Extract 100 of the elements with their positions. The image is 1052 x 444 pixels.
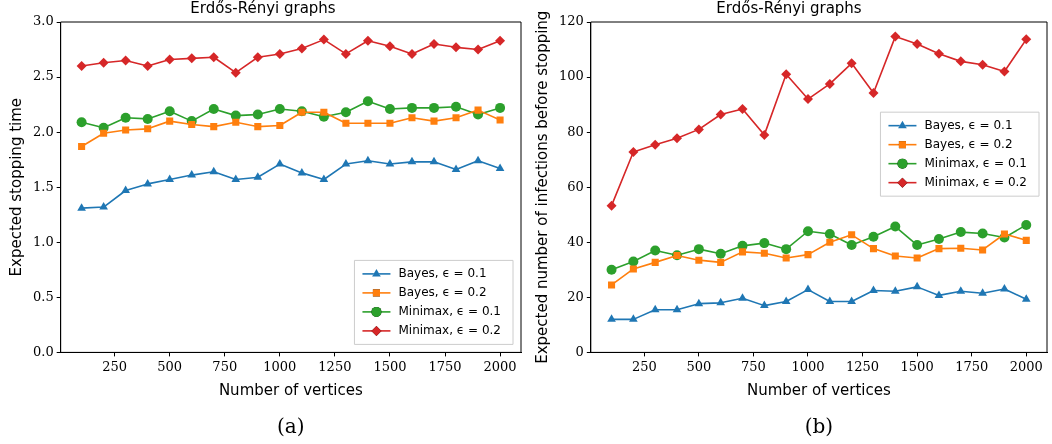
x-tick-label: 1000 <box>791 358 825 374</box>
point <box>715 248 726 259</box>
y-tick-label: 0.5 <box>32 288 54 304</box>
point <box>934 290 944 298</box>
point <box>978 288 987 296</box>
point <box>804 251 812 259</box>
point <box>826 238 834 246</box>
point <box>912 240 923 251</box>
point <box>142 113 153 124</box>
point <box>628 146 639 157</box>
point <box>120 112 131 123</box>
point <box>760 300 769 309</box>
point <box>869 285 878 293</box>
point <box>999 66 1010 77</box>
point <box>912 39 923 50</box>
point <box>276 121 284 130</box>
point <box>384 104 395 115</box>
legend-label: Bayes, ϵ = 0.1 <box>398 266 487 281</box>
y-tick-label: 0.0 <box>32 343 54 359</box>
point <box>318 34 329 45</box>
point <box>362 35 373 46</box>
legend-label: Minimax, ϵ = 0.1 <box>924 155 1028 170</box>
point <box>738 293 747 301</box>
y-tick-label: 2.5 <box>32 68 54 84</box>
point <box>848 231 856 239</box>
chart-title: Erdős-Rényi graphs <box>190 0 336 17</box>
point <box>1000 284 1009 292</box>
legend-label: Minimax, ϵ = 0.2 <box>398 323 502 338</box>
point <box>495 35 506 46</box>
point <box>232 118 240 126</box>
point <box>76 117 87 128</box>
y-tick-label: 1.5 <box>32 178 54 194</box>
point <box>319 174 329 182</box>
point <box>210 123 218 131</box>
point <box>296 43 307 54</box>
x-tick-label: 250 <box>102 358 128 374</box>
x-tick-label: 2000 <box>483 358 517 374</box>
point <box>803 284 813 293</box>
y-tick-label: 3.0 <box>32 13 54 29</box>
point <box>715 109 726 120</box>
point <box>933 48 944 59</box>
y-axis-title: Expected stopping time <box>6 97 25 277</box>
point <box>473 155 483 164</box>
point <box>320 108 328 116</box>
y-tick-label: 100 <box>558 68 584 84</box>
point <box>122 126 130 134</box>
x-tick-label: 750 <box>212 358 238 374</box>
point <box>384 41 395 52</box>
x-tick-label: 750 <box>741 358 766 374</box>
y-tick-label: 1.0 <box>32 233 54 249</box>
point <box>1022 236 1030 244</box>
y-tick-label: 80 <box>567 123 584 139</box>
point <box>694 298 704 307</box>
point <box>695 256 703 264</box>
point <box>825 296 835 304</box>
point <box>824 229 835 240</box>
point <box>979 246 987 254</box>
point <box>738 248 747 256</box>
point <box>1021 219 1032 230</box>
point <box>76 61 87 72</box>
y-tick-label: 0 <box>575 343 584 359</box>
point <box>252 52 263 63</box>
point <box>495 102 506 113</box>
point <box>166 117 174 125</box>
point <box>451 164 461 173</box>
point <box>209 166 219 175</box>
point <box>430 117 438 125</box>
point <box>188 120 196 128</box>
x-tick-label: 1250 <box>846 358 880 374</box>
point <box>672 304 682 313</box>
point <box>846 58 857 69</box>
point <box>77 203 86 211</box>
y-tick-label: 20 <box>567 288 584 304</box>
point <box>429 156 439 165</box>
point <box>781 69 792 80</box>
legend-label: Bayes, ϵ = 0.1 <box>924 117 1013 132</box>
point <box>121 185 130 193</box>
point <box>496 116 504 124</box>
point <box>693 124 704 135</box>
x-tick-label: 1750 <box>428 358 462 374</box>
point <box>473 44 484 55</box>
point <box>406 48 417 59</box>
point <box>363 155 373 164</box>
point <box>364 119 372 127</box>
point <box>890 286 900 294</box>
point <box>495 163 505 171</box>
point <box>98 57 109 68</box>
y-tick-label: 120 <box>558 13 584 29</box>
point <box>781 244 792 255</box>
point <box>935 245 943 253</box>
y-tick-label: 2.0 <box>32 123 54 139</box>
point <box>385 159 395 167</box>
text: (a) <box>277 414 305 439</box>
point <box>100 129 108 137</box>
point <box>143 178 152 187</box>
point <box>407 156 417 165</box>
point <box>340 48 351 59</box>
point <box>78 142 86 150</box>
point <box>891 252 899 260</box>
point <box>1021 294 1031 302</box>
